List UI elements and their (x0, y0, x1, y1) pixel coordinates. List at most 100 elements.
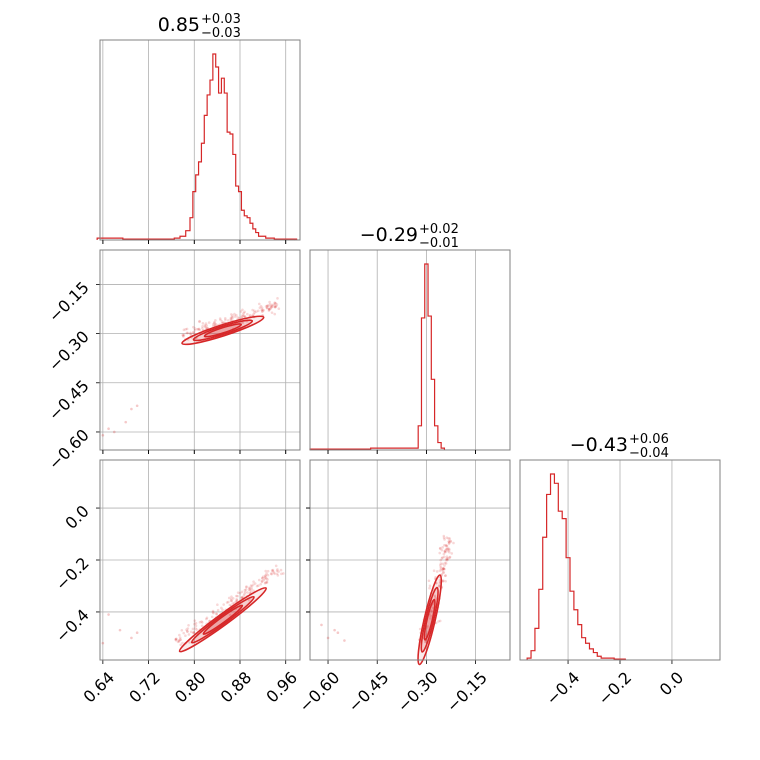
scatter-point (443, 549, 446, 553)
scatter-point (240, 315, 244, 319)
scatter-point (224, 318, 227, 322)
scatter-point (270, 572, 273, 576)
scatter-point (245, 585, 248, 588)
scatter-point (194, 627, 197, 630)
scatter-point (240, 590, 244, 594)
outlier-point (343, 639, 346, 642)
scatter-point (226, 319, 230, 322)
scatter-point (198, 328, 201, 332)
scatter-point (223, 317, 227, 320)
scatter-point (194, 621, 198, 625)
scatter-point (438, 619, 442, 623)
scatter-point (275, 303, 279, 306)
scatter-point (192, 325, 195, 329)
scatter-point (270, 304, 273, 308)
histogram-panel-0 (96, 40, 298, 244)
scatter-point (426, 624, 429, 628)
title-0-minus: −0.03 (201, 26, 241, 41)
scatter-point (189, 630, 193, 634)
histogram-bar (210, 80, 213, 240)
scatter-point (424, 640, 428, 644)
outlier-point (101, 641, 105, 645)
scatter-point (261, 309, 264, 313)
scatter-point (277, 307, 281, 311)
scatter-point (255, 310, 258, 313)
scatter-point (272, 303, 276, 307)
scatter-point (270, 569, 274, 572)
scatter-point (280, 572, 283, 576)
scatter-point (201, 325, 204, 328)
scatter-point (442, 567, 446, 571)
scatter-point (248, 586, 251, 590)
scatter-point (260, 576, 264, 580)
scatter-point (231, 602, 234, 605)
scatter-point (279, 568, 283, 572)
scatter-point (274, 301, 277, 305)
title-param-0: 0.85 +0.03 −0.03 (158, 12, 241, 41)
outlier-point (124, 420, 128, 424)
scatter-point (192, 630, 196, 634)
y-tick-label: −0.30 (45, 327, 93, 375)
scatter-point (262, 578, 266, 582)
scatter-point (229, 316, 233, 320)
scatter-point (220, 321, 224, 325)
scatter-point (179, 638, 183, 642)
title-2-minus: −0.04 (629, 446, 669, 461)
scatter-point (207, 321, 211, 324)
scatter-point (201, 327, 204, 330)
scatter-point (213, 321, 216, 325)
scatter-point (186, 629, 189, 633)
scatter-point (440, 548, 444, 552)
y-tick-label: −0.4 (52, 605, 93, 646)
scatter-point (193, 328, 197, 332)
histogram-bar (207, 95, 210, 240)
scatter-point (266, 578, 269, 581)
scatter-point (448, 550, 451, 554)
title-1-median: −0.29 (360, 224, 418, 246)
scatter-point (443, 550, 447, 554)
scatter-point (235, 597, 238, 601)
scatter-point (221, 608, 224, 612)
scatter-point (443, 538, 446, 541)
scatter-point (259, 304, 263, 308)
x-tick-label: −0.2 (594, 668, 635, 709)
scatter-panel-0-2 (96, 460, 300, 664)
scatter-point (447, 547, 451, 551)
scatter-point (428, 614, 432, 617)
histogram-bar (186, 231, 190, 240)
scatter-point (264, 574, 268, 577)
scatter-point (424, 640, 427, 644)
histogram-bar (227, 132, 230, 240)
scatter-point (197, 327, 201, 331)
scatter-point (179, 643, 182, 647)
scatter-point (225, 601, 229, 604)
scatter-point (433, 594, 437, 597)
scatter-point (248, 313, 252, 317)
scatter-frame-0-2 (99, 459, 301, 661)
histogram-panel-2 (526, 460, 673, 664)
density-contour (420, 586, 439, 653)
scatter-point (266, 569, 270, 573)
scatter-point (216, 608, 220, 612)
scatter-point (434, 597, 438, 600)
x-tick-label: 0.80 (171, 668, 210, 707)
scatter-point (273, 572, 276, 576)
scatter-point (260, 579, 264, 583)
title-0-median: 0.85 (158, 14, 200, 36)
scatter-point (273, 305, 277, 308)
scatter-point (177, 640, 181, 643)
scatter-point (235, 599, 239, 602)
scatter-point (174, 638, 178, 642)
scatter-point (267, 309, 271, 312)
scatter-point (418, 627, 422, 631)
scatter-point (241, 313, 245, 316)
outlier-point (135, 404, 139, 408)
scatter-point (235, 594, 238, 598)
histogram-bar (244, 216, 247, 240)
scatter-point (245, 586, 248, 589)
scatter-point (210, 615, 214, 619)
scatter-point (277, 570, 280, 573)
title-2-plus: +0.06 (629, 432, 669, 447)
scatter-point (243, 315, 247, 318)
scatter-point (184, 634, 187, 638)
